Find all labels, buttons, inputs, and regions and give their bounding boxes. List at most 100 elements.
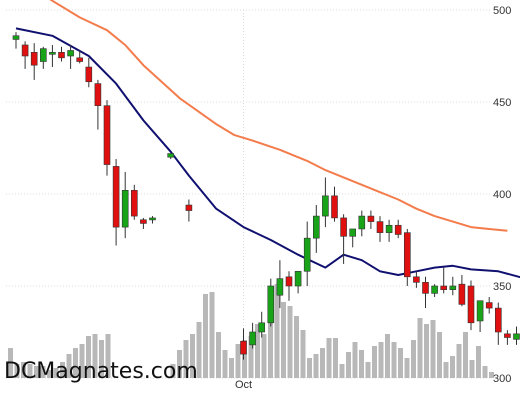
y-tick-label: 300 (493, 373, 511, 385)
candle-body (294, 270, 302, 287)
candle-down (422, 276, 429, 309)
candle-down (340, 214, 347, 264)
volume-bar (86, 336, 91, 378)
candle-down (485, 297, 493, 314)
candle-down (504, 330, 511, 345)
volume-bar (14, 364, 20, 378)
candle-down (103, 100, 111, 176)
candle-down (285, 271, 293, 301)
candle-body (21, 44, 29, 57)
candle-body (349, 228, 357, 237)
candle-body (131, 190, 138, 217)
volume-bar (372, 346, 377, 378)
candle-body (121, 190, 129, 228)
volume-bar (398, 348, 403, 378)
watermark: DCMagnates.com (4, 359, 198, 384)
candle-up (249, 322, 256, 349)
y-tick-label: 450 (493, 97, 511, 109)
candle-down (376, 216, 384, 242)
candle-up (12, 32, 20, 49)
volume-bar (294, 316, 299, 378)
candle-down (85, 57, 93, 88)
volume-bar (92, 334, 98, 378)
candle-body (76, 57, 83, 62)
volume-bar (339, 364, 345, 378)
candle-up (349, 228, 357, 248)
candle-body (285, 276, 293, 287)
candle-down (30, 43, 38, 80)
volume-bar (365, 362, 371, 378)
volume-bar (281, 302, 286, 378)
volume-bar (99, 340, 104, 378)
candle-body (458, 283, 466, 305)
candle-down (403, 228, 411, 286)
volume-bar (313, 354, 319, 378)
candle-up (167, 153, 174, 160)
candle-down (413, 271, 420, 288)
volume-bar (320, 348, 325, 378)
volume-bar (203, 294, 208, 378)
candle-body (303, 237, 311, 272)
candle-down (21, 41, 29, 69)
candle-up (303, 221, 311, 286)
candle-body (358, 215, 366, 230)
volume-bar (261, 334, 267, 378)
candle-up (67, 44, 74, 69)
candle-down (140, 217, 147, 229)
volume-bar (170, 364, 176, 378)
candle-down (112, 159, 120, 246)
candle-up (258, 311, 266, 338)
candle-down (467, 280, 475, 331)
candle-down (58, 46, 65, 62)
volume-bar (450, 356, 455, 378)
volume-bar (242, 340, 247, 378)
candle-body (449, 285, 457, 290)
volume-bar (27, 364, 33, 378)
volume-bar (300, 330, 306, 378)
candle-body (167, 153, 174, 158)
volume-bar (229, 358, 234, 378)
candle-body (30, 52, 38, 66)
volume-bar (79, 344, 85, 378)
candle-body (312, 215, 320, 239)
candle-body (340, 217, 347, 237)
candle-body (331, 195, 338, 219)
volume-bar (346, 352, 351, 378)
volume-bar (482, 366, 488, 378)
y-tick-label: 400 (493, 189, 511, 201)
volume-bar (437, 332, 442, 378)
volume-bar (216, 332, 221, 378)
candle-down (367, 210, 375, 229)
volume-bar (183, 340, 189, 378)
candle-body (12, 35, 20, 40)
volume-bar (489, 372, 494, 378)
volume-bar (424, 324, 429, 378)
volume-bar (105, 334, 111, 378)
volume-bar (287, 306, 293, 378)
candle-body (112, 166, 120, 228)
candle-down (240, 328, 247, 360)
candle-body (322, 195, 329, 217)
candle-body (249, 331, 256, 346)
volume-bar (66, 354, 72, 378)
volume-bar (177, 350, 182, 378)
volume-bar (209, 292, 215, 378)
grid-lines (6, 9, 490, 379)
volume-bar (222, 350, 228, 378)
candle-body (476, 300, 484, 322)
candle-body (267, 285, 275, 324)
candle-body (258, 322, 266, 333)
candle-down (76, 50, 83, 64)
candle-up (267, 278, 275, 327)
volume-bar (385, 334, 390, 378)
candle-body (367, 215, 375, 222)
volume-bar (190, 334, 195, 378)
candle-body (467, 285, 475, 324)
candle-up (431, 284, 438, 298)
volume-bar (34, 366, 39, 378)
volume-bar (378, 342, 384, 378)
candle-up (476, 300, 484, 332)
candle-up (322, 177, 329, 228)
candle-body (276, 278, 284, 296)
